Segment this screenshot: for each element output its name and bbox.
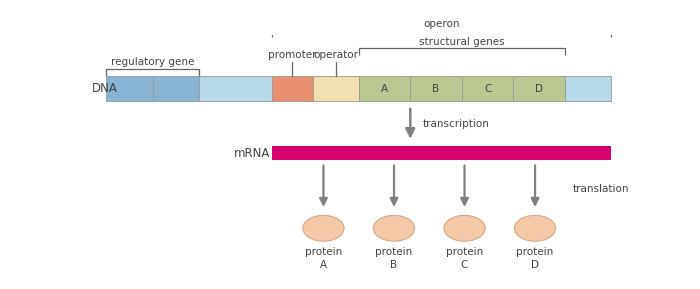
Text: A: A bbox=[381, 84, 388, 94]
Ellipse shape bbox=[303, 215, 344, 241]
Bar bbox=[565, 76, 611, 101]
Text: transcription: transcription bbox=[422, 119, 489, 129]
Text: D: D bbox=[535, 84, 543, 94]
Text: protein
A: protein A bbox=[305, 247, 342, 270]
Text: protein
C: protein C bbox=[446, 247, 483, 270]
Text: operon: operon bbox=[424, 19, 460, 29]
Bar bbox=[313, 76, 358, 101]
Bar bbox=[513, 76, 565, 101]
Bar bbox=[199, 76, 272, 101]
Text: B: B bbox=[433, 84, 440, 94]
Text: DNA: DNA bbox=[92, 82, 118, 95]
Bar bbox=[106, 76, 153, 101]
Text: protein
D: protein D bbox=[517, 247, 554, 270]
Text: structural genes: structural genes bbox=[419, 37, 505, 47]
Bar bbox=[410, 76, 462, 101]
Text: operator: operator bbox=[313, 50, 358, 60]
Text: translation: translation bbox=[573, 184, 629, 194]
Bar bbox=[272, 76, 313, 101]
Text: protein
B: protein B bbox=[375, 247, 412, 270]
Bar bbox=[153, 76, 199, 101]
Bar bbox=[272, 146, 611, 160]
Text: mRNA: mRNA bbox=[234, 147, 270, 160]
Text: regulatory gene: regulatory gene bbox=[111, 57, 195, 67]
Ellipse shape bbox=[514, 215, 556, 241]
Text: promoter: promoter bbox=[268, 50, 316, 60]
Bar bbox=[462, 76, 513, 101]
Text: C: C bbox=[484, 84, 491, 94]
Bar bbox=[358, 76, 410, 101]
Ellipse shape bbox=[444, 215, 485, 241]
Ellipse shape bbox=[373, 215, 414, 241]
